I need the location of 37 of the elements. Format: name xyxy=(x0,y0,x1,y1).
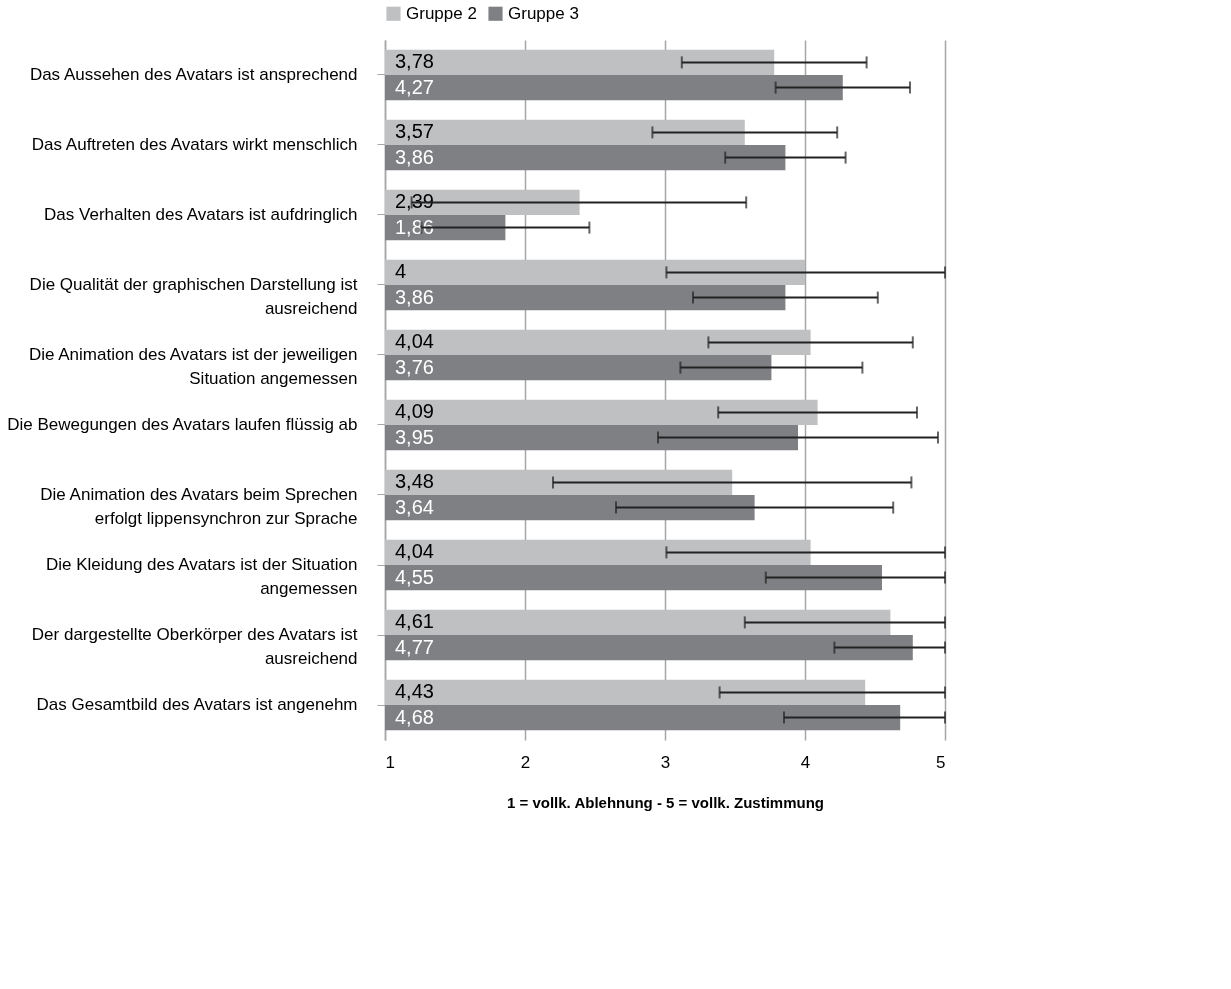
y-tick-label: Das Verhalten des Avatars ist aufdringlich xyxy=(44,205,358,224)
y-tick-label: Das Auftreten des Avatars wirkt menschlich xyxy=(31,135,358,154)
y-tick-label: Der dargestellte Oberkörper des Avatars ist ausreichend xyxy=(31,625,358,668)
data-label: 4,55 xyxy=(395,565,434,588)
y-tick-label: Die Kleidung des Avatars ist der Situation angemessen xyxy=(45,555,358,598)
x-tick-label: 2 xyxy=(520,752,531,772)
data-label: 3,64 xyxy=(395,495,434,518)
data-label: 4,09 xyxy=(395,400,434,423)
x-tick-label: 3 xyxy=(660,752,671,772)
data-label: 4,27 xyxy=(395,75,434,98)
data-label: 4 xyxy=(395,260,407,283)
data-label: 4,68 xyxy=(395,705,434,728)
x-tick-label: 1 xyxy=(385,752,395,772)
y-tick-label: Das Gesamtbild des Avatars ist angenehm xyxy=(36,695,358,714)
data-label: 3,76 xyxy=(395,355,434,378)
data-label: 4,61 xyxy=(395,610,434,633)
data-label: 4,04 xyxy=(395,540,434,563)
legend-label: Gruppe 3 xyxy=(508,3,579,23)
y-tick-label: Die Qualität der graphischen Darstellung ist ausreichend xyxy=(29,275,358,318)
data-label: 3,78 xyxy=(395,50,434,73)
y-tick-label: Die Bewegungen des Avatars laufen flüssig ab xyxy=(7,415,358,434)
x-tick-label: 4 xyxy=(800,752,811,772)
data-label: 3,86 xyxy=(395,285,434,308)
data-label: 4,04 xyxy=(395,330,434,353)
x-tick-label: 5 xyxy=(936,752,946,772)
y-tick-label: Das Aussehen des Avatars ist ansprechend xyxy=(29,65,358,84)
data-label: 4,77 xyxy=(395,635,434,658)
x-axis-title: 1 = vollk. Ablehnung - 5 = vollk. Zustimmung xyxy=(507,793,824,811)
data-label: 1,86 xyxy=(395,215,434,238)
data-label: 3,48 xyxy=(395,470,434,493)
y-tick-label: Die Animation des Avatars beim Sprechen erfolgt lippensynchron zur Sprache xyxy=(40,485,358,528)
y-tick-label: Die Animation des Avatars ist der jeweiligen Situation angemessen xyxy=(28,345,358,388)
data-label: 4,43 xyxy=(395,680,434,703)
data-label: 3,95 xyxy=(395,425,434,448)
data-label: 3,57 xyxy=(395,120,434,143)
legend-label: Gruppe 2 xyxy=(406,3,477,23)
data-label: 3,86 xyxy=(395,145,434,168)
